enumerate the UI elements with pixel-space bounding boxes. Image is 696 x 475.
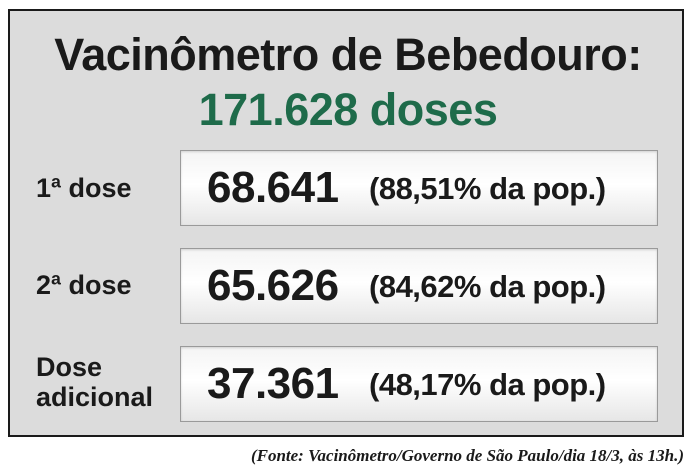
second-dose-value: 65.626 — [207, 261, 339, 310]
value-box-second-dose: 65.626 (84,62% da pop.) — [180, 248, 658, 324]
row-label-second-dose: 2ª dose — [36, 270, 132, 300]
row-label-first-dose: 1ª dose — [36, 173, 132, 203]
row-label-line1: Dose — [36, 352, 103, 382]
first-dose-percent: (88,51% da pop.) — [369, 171, 606, 206]
second-dose-percent: (84,62% da pop.) — [369, 269, 606, 304]
row-label-text: 2ª dose — [36, 270, 132, 300]
row-label-line2: adicional — [36, 382, 154, 412]
additional-dose-value: 37.361 — [207, 359, 339, 408]
value-box-additional-dose: 37.361 (48,17% da pop.) — [180, 346, 658, 422]
vaccine-counter-card: Vacinômetro de Bebedouro: 171.628 doses … — [8, 9, 684, 437]
source-caption: (Fonte: Vacinômetro/Governo de São Paulo… — [250, 446, 684, 465]
card-title: Vacinômetro de Bebedouro: — [54, 29, 642, 80]
row-label-text: 1ª dose — [36, 173, 132, 203]
value-box-first-dose: 68.641 (88,51% da pop.) — [180, 150, 658, 226]
first-dose-value: 68.641 — [207, 163, 339, 212]
row-label-additional-dose: Dose adicional — [36, 352, 153, 412]
additional-dose-percent: (48,17% da pop.) — [369, 367, 606, 402]
total-doses: 171.628 doses — [198, 84, 498, 135]
